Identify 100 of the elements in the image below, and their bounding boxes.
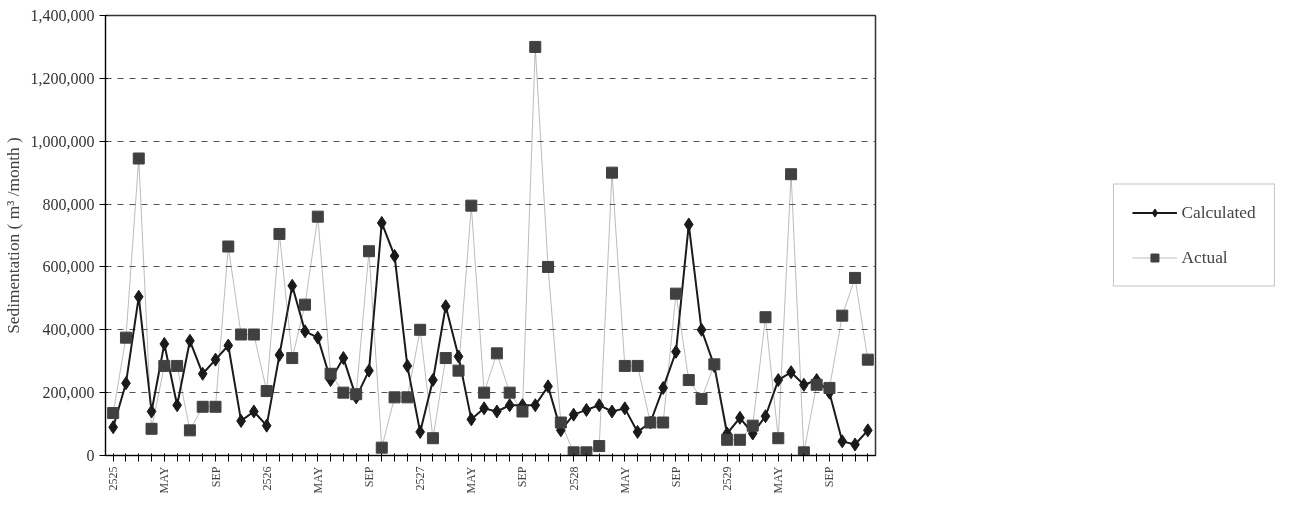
point	[210, 352, 221, 367]
legend-label: Actual	[1181, 247, 1228, 268]
point	[683, 217, 694, 232]
point	[658, 380, 669, 395]
x-tick-label: SEP	[822, 466, 837, 488]
point	[529, 40, 542, 53]
x-tick-label: SEP	[668, 466, 683, 488]
point	[669, 287, 682, 300]
point	[196, 400, 209, 413]
point	[273, 227, 286, 240]
y-tick-label: 1,000,000	[30, 132, 95, 150]
point	[439, 352, 452, 365]
point	[197, 366, 208, 381]
point	[286, 352, 299, 365]
point	[452, 364, 465, 377]
point	[338, 351, 349, 366]
y-tick-label: 600,000	[42, 258, 95, 276]
point	[299, 298, 312, 311]
point	[183, 424, 196, 437]
point	[376, 215, 387, 230]
point	[337, 386, 350, 399]
point	[849, 271, 862, 284]
point	[503, 386, 516, 399]
point	[759, 311, 772, 324]
point	[837, 434, 848, 449]
y-tick-label: 200,000	[42, 384, 95, 402]
point	[235, 328, 248, 341]
point	[606, 166, 619, 179]
x-tick-label: 2528	[566, 466, 581, 491]
point	[426, 432, 439, 445]
point	[721, 433, 734, 446]
y-tick-label: 1,200,000	[30, 69, 95, 87]
point	[733, 433, 746, 446]
point	[760, 409, 771, 424]
point	[133, 289, 144, 304]
point	[389, 248, 400, 263]
point	[287, 278, 298, 293]
point	[594, 398, 605, 413]
point	[324, 367, 337, 380]
x-tick-label: 2526	[259, 466, 274, 491]
point	[516, 405, 529, 418]
x-tick-label: SEP	[361, 466, 376, 488]
point	[401, 391, 414, 404]
point	[861, 353, 874, 366]
point	[222, 240, 235, 253]
point	[119, 331, 132, 344]
point	[682, 374, 695, 387]
y-tick-label: 400,000	[42, 321, 95, 339]
point	[159, 336, 170, 351]
point	[618, 359, 631, 372]
point	[223, 338, 234, 353]
point	[580, 446, 593, 456]
point	[414, 323, 427, 336]
point	[388, 391, 401, 404]
point	[247, 328, 260, 341]
point	[453, 349, 464, 364]
point	[810, 378, 823, 391]
x-tick-label: MAY	[464, 466, 479, 494]
point	[593, 440, 606, 453]
point	[107, 407, 120, 420]
point	[311, 210, 324, 223]
point	[504, 398, 515, 413]
x-tick-label: SEP	[515, 466, 530, 488]
y-axis-title: Sedimentation ( m³ /month )	[3, 136, 23, 334]
point	[554, 416, 567, 429]
point	[108, 420, 119, 435]
point	[132, 152, 145, 165]
point	[312, 330, 323, 345]
point	[260, 385, 273, 398]
point	[274, 347, 285, 362]
x-tick-label: MAY	[310, 466, 325, 494]
point	[158, 359, 171, 372]
x-tick-label: MAY	[157, 466, 172, 494]
x-tick-label: SEP	[208, 466, 223, 488]
point	[490, 347, 503, 360]
point	[145, 422, 158, 435]
point	[171, 359, 184, 372]
point	[568, 407, 579, 422]
point	[696, 322, 707, 337]
point	[836, 309, 849, 322]
point	[773, 373, 784, 388]
point	[631, 359, 644, 372]
point	[695, 392, 708, 405]
y-tick-label: 800,000	[42, 195, 95, 213]
point	[746, 419, 759, 432]
x-tick-label: 2525	[106, 466, 121, 491]
x-tick-label: MAY	[617, 466, 632, 494]
point	[797, 446, 810, 456]
x-tick-label: 2529	[720, 466, 735, 491]
point	[772, 432, 785, 445]
point	[350, 388, 363, 401]
point	[785, 168, 798, 181]
point	[619, 401, 630, 416]
point	[567, 446, 580, 456]
point	[466, 412, 477, 427]
y-tick-label: 0	[86, 447, 95, 464]
point	[375, 441, 388, 454]
point	[657, 416, 670, 429]
point	[362, 245, 375, 258]
y-tick-label: 1,400,000	[30, 7, 95, 24]
